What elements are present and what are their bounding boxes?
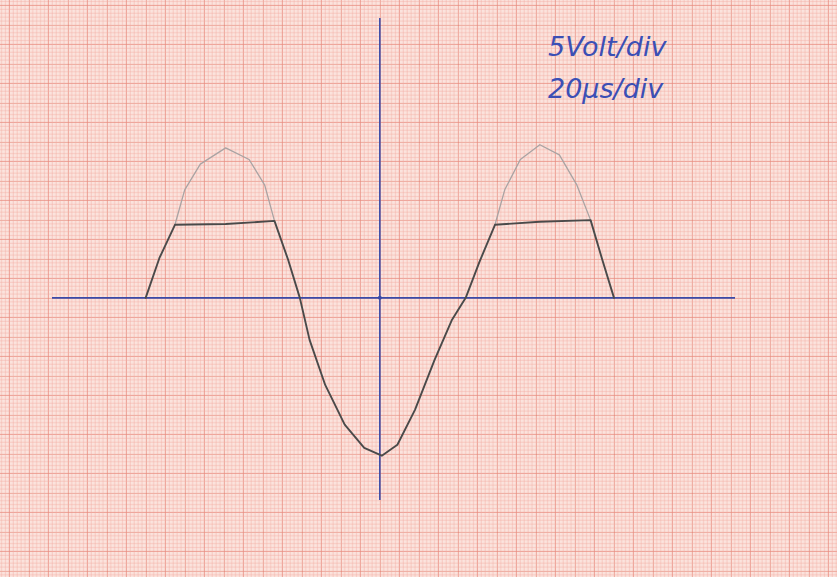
origin-dot xyxy=(378,296,382,300)
y-axis xyxy=(379,18,381,500)
series-line xyxy=(146,220,614,456)
plot-area xyxy=(146,145,614,456)
series-line xyxy=(175,145,591,225)
x-axis xyxy=(52,297,735,299)
chart: 5Volt/div 20µs/div xyxy=(0,0,837,577)
annotation: 20µs/div xyxy=(548,73,664,104)
annotation: 5Volt/div xyxy=(548,31,667,62)
graph-paper xyxy=(0,0,837,577)
